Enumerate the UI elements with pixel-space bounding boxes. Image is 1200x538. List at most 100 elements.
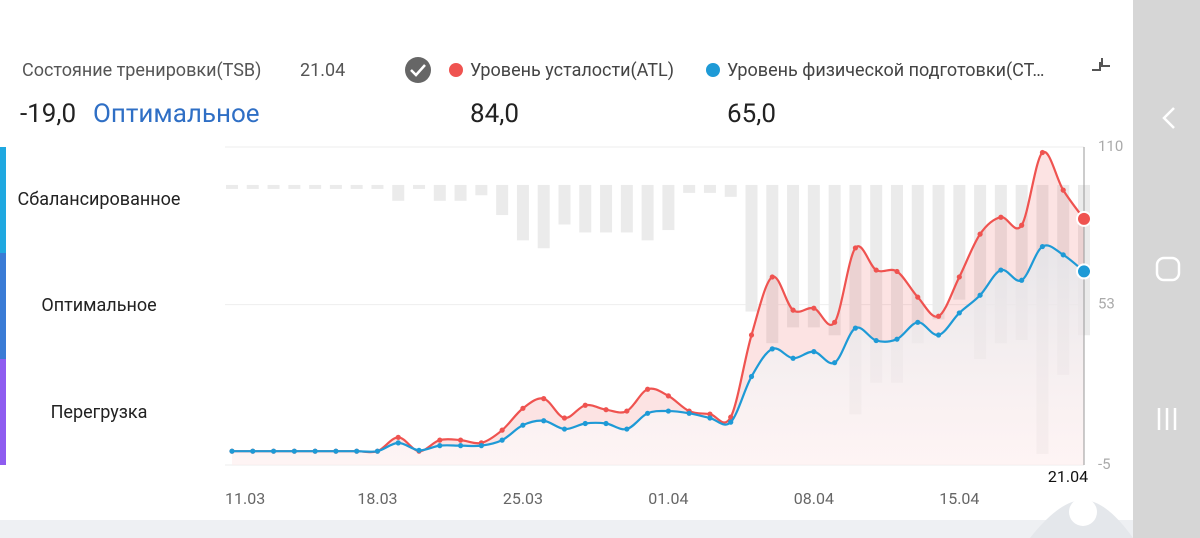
y-tick-label: -5 [1098, 455, 1111, 473]
point [354, 448, 360, 454]
point [291, 448, 297, 454]
point [270, 448, 277, 454]
point [395, 434, 401, 440]
point [832, 319, 838, 325]
zone-label: Перегрузка [51, 402, 148, 423]
tsb-bar [558, 184, 571, 225]
y-tick-label: 110 [1098, 137, 1123, 155]
tsb-bar [226, 184, 238, 189]
point [582, 402, 588, 408]
zone-bar [0, 147, 6, 253]
point [645, 386, 651, 392]
point [520, 422, 526, 428]
point [1039, 149, 1046, 156]
tsb-bar [475, 184, 488, 196]
tsb-bar [1015, 184, 1028, 341]
tsb-bar [516, 184, 529, 241]
point [1060, 252, 1066, 258]
x-tick-label: 11.03 [225, 489, 265, 508]
point [915, 294, 921, 300]
tsb-bar [662, 184, 675, 231]
check-icon[interactable] [405, 57, 431, 83]
tsb-bar [787, 184, 800, 328]
tsb-bar [703, 184, 716, 193]
point [499, 437, 505, 443]
point [707, 411, 713, 417]
point [250, 448, 256, 454]
nav-home[interactable] [1155, 256, 1181, 282]
point [520, 405, 526, 411]
point [561, 426, 568, 432]
nav-back[interactable] [1162, 107, 1175, 129]
point [811, 305, 817, 311]
tsb-title: Состояние тренировки(TSB) [22, 60, 261, 81]
tsb-bar [911, 184, 924, 344]
point [624, 426, 630, 432]
point [769, 274, 775, 280]
point [998, 267, 1004, 273]
slider-handle[interactable] [1069, 498, 1097, 526]
point [437, 437, 443, 443]
tsb-bar [371, 184, 384, 189]
tsb-bar [454, 184, 467, 201]
point [832, 360, 838, 366]
collapse-icon[interactable] [1092, 58, 1110, 71]
nav-recent[interactable] [1157, 408, 1177, 430]
cursor-date: 21.04 [1048, 467, 1088, 486]
point [229, 448, 235, 454]
tsb-bar [890, 184, 903, 383]
atl-value: 84,0 [470, 99, 519, 129]
tsb-bar [807, 184, 820, 328]
cursor-marker [1076, 263, 1092, 280]
point [1019, 277, 1025, 283]
point [374, 448, 381, 454]
point [645, 410, 651, 416]
point [998, 214, 1004, 220]
point [977, 292, 983, 298]
tsb-bar [246, 184, 259, 189]
point [748, 373, 755, 380]
tsb-bar [724, 184, 737, 197]
point [852, 245, 859, 251]
tsb-bar [932, 184, 945, 320]
x-tick-label: 18.03 [357, 489, 397, 508]
point [665, 408, 671, 414]
point [1039, 243, 1046, 250]
point [769, 346, 775, 352]
point [790, 355, 796, 361]
point [728, 414, 734, 420]
legend-label: Уровень усталости(ATL) [470, 60, 674, 81]
zone-bar [0, 253, 6, 359]
tsb-bar [392, 184, 405, 201]
zone-label: Оптимальное [41, 295, 156, 316]
legend-dot [706, 63, 720, 77]
tsb-bar [870, 184, 883, 383]
tsb-bar [413, 184, 426, 189]
tsb-bar [288, 184, 301, 189]
point [748, 332, 755, 338]
point [499, 427, 505, 433]
tsb-bar [579, 184, 592, 233]
tsb-bar [683, 184, 696, 193]
point [1019, 222, 1025, 228]
cursor-marker [1076, 210, 1092, 227]
point [457, 443, 464, 449]
point [416, 447, 422, 453]
point [582, 420, 588, 427]
point [873, 267, 879, 273]
tsb-bar [745, 184, 758, 312]
point [707, 415, 713, 421]
point [603, 420, 609, 427]
legend-dot [449, 63, 463, 77]
point [935, 332, 942, 338]
tsb-bar [537, 184, 550, 249]
point [790, 307, 796, 313]
point [915, 319, 921, 325]
tsb-bar [309, 184, 322, 189]
point [541, 418, 547, 424]
point [1060, 187, 1066, 193]
check-mark [410, 64, 426, 77]
point [873, 337, 879, 344]
tsb-bar [766, 184, 779, 344]
tsb-bar [267, 184, 280, 189]
